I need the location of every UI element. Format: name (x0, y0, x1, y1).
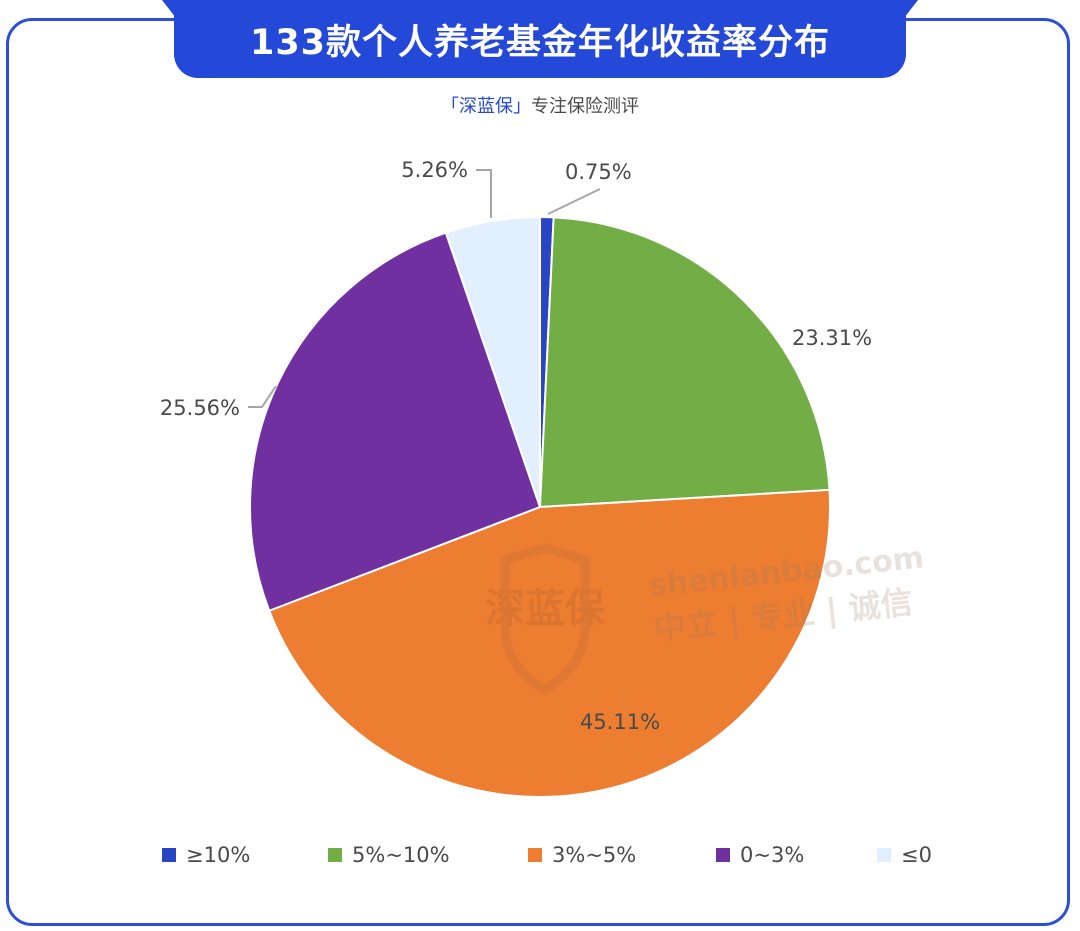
legend-item: 0~3% (716, 843, 804, 867)
legend-swatch (716, 848, 730, 862)
subtitle-brand: 「深蓝保」 (441, 96, 531, 117)
legend-item: ≥10% (162, 843, 250, 867)
pie-slice (267, 488, 831, 798)
chart-legend: ≥10% 5%~10% 3%~5% 0~3% ≤0 (0, 843, 1080, 873)
legend-item: 3%~5% (528, 843, 636, 867)
chart-subtitle: 「深蓝保」专注保险测评 (0, 92, 1080, 118)
legend-label: 5%~10% (352, 843, 450, 867)
subtitle-text: 专注保险测评 (531, 96, 639, 117)
legend-item: 5%~10% (328, 843, 450, 867)
legend-swatch (328, 848, 342, 862)
chart-title: 133款个人养老基金年化收益率分布 (249, 22, 831, 63)
legend-label: 3%~5% (552, 843, 637, 867)
legend-label: ≥10% (186, 843, 251, 867)
leader-line (476, 169, 492, 218)
legend-item: ≤0 (877, 843, 932, 867)
legend-label: ≤0 (901, 843, 932, 867)
leader-line (248, 385, 277, 408)
pie-slice (538, 216, 831, 509)
data-label: 25.56% (160, 396, 240, 420)
data-label: 0.75% (565, 160, 632, 184)
pie-slice (444, 215, 541, 508)
data-label: 23.31% (792, 326, 872, 350)
title-banner: 133款个人养老基金年化收益率分布 (174, 0, 906, 78)
data-labels: 0.75% 23.31% 45.11% 25.56% 5.26% (160, 158, 872, 734)
legend-label: 0~3% (740, 843, 805, 867)
leader-line (547, 188, 601, 215)
legend-swatch (877, 848, 891, 862)
legend-swatch (162, 848, 176, 862)
data-label: 45.11% (580, 710, 660, 734)
pie-slice (249, 231, 542, 613)
data-label: 5.26% (401, 158, 468, 182)
watermark-shield-icon (500, 543, 590, 696)
pie-slices (249, 215, 831, 798)
watermark-logo-text: 深蓝保 (485, 586, 606, 632)
legend-swatch (528, 848, 542, 862)
leader-lines (248, 169, 601, 408)
